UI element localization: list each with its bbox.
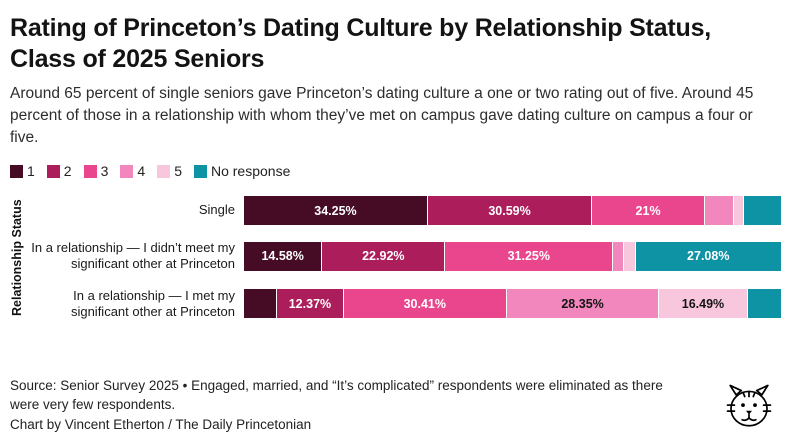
bar-track: 12.37% 30.41% 28.35% 16.49%	[244, 289, 781, 319]
bar-segment-rating-3: 21%	[592, 196, 705, 225]
footer: Source: Senior Survey 2025 • Engaged, ma…	[10, 377, 781, 435]
bar-segment-rating-2: 22.92%	[322, 241, 446, 271]
segment-value-label: 31.25%	[507, 249, 550, 264]
bar-row: In a relationship — I met my significant…	[26, 288, 781, 321]
footer-text: Source: Senior Survey 2025 • Engaged, ma…	[10, 377, 678, 435]
category-label: In a relationship — I didn’t meet my sig…	[31, 240, 235, 272]
legend-item-no-response: No response	[193, 163, 291, 179]
tiger-mascot-icon	[726, 384, 772, 427]
legend-item-5: 5	[157, 163, 182, 179]
legend-item-1: 1	[10, 163, 35, 179]
bar-row: In a relationship — I didn’t meet my sig…	[26, 240, 781, 273]
legend-swatch-icon	[157, 164, 171, 178]
segment-value-label: 14.58%	[261, 249, 304, 264]
category-label: Single	[198, 202, 235, 218]
bar-track: 34.25% 30.59% 21%	[244, 196, 781, 225]
bar-segment-rating-1: 34.25%	[244, 196, 428, 225]
bar-segment-rating-4: 28.35%	[506, 289, 660, 319]
chart-subtitle: Around 65 percent of single seniors gave…	[10, 85, 754, 146]
legend-swatch-icon	[193, 164, 207, 178]
legend-swatch-icon	[120, 164, 134, 178]
segment-value-label: 34.25%	[314, 203, 357, 218]
bar-segment-rating-5	[624, 241, 636, 271]
segment-value-label: 12.37%	[288, 296, 332, 311]
y-axis-label: Relationship Status	[10, 199, 24, 317]
segment-value-label: 21%	[635, 203, 661, 218]
legend-item-4: 4	[120, 163, 145, 179]
legend-item-3: 3	[83, 163, 109, 179]
legend-swatch-icon	[83, 164, 97, 178]
bar-segment-rating-no-response	[747, 289, 781, 319]
legend-label: 2	[63, 163, 72, 179]
bar-segment-rating-5: 16.49%	[659, 289, 748, 319]
bar-segment-rating-3: 31.25%	[445, 241, 614, 271]
legend-label: No response	[210, 163, 291, 179]
bar-segment-rating-3: 30.41%	[343, 289, 507, 319]
bar-segment-rating-1: 14.58%	[244, 241, 323, 271]
legend-swatch-icon	[10, 164, 23, 178]
chart-title: Rating of Princeton’s Dating Culture by …	[10, 14, 712, 73]
bar-segment-rating-2: 12.37%	[277, 289, 344, 319]
segment-value-label: 30.41%	[403, 296, 446, 311]
bar-segment-rating-5	[734, 196, 745, 225]
segment-value-label: 16.49%	[681, 296, 725, 311]
source-text: Source: Senior Survey 2025 • Engaged, ma…	[10, 378, 663, 413]
segment-value-label: 30.59%	[488, 203, 531, 218]
chart-area: Relationship Status Single 34.25% 30.59% 21…	[10, 196, 781, 320]
legend-item-2: 2	[46, 163, 72, 179]
bar-segment-rating-4	[704, 196, 735, 225]
legend-label: 1	[27, 163, 35, 179]
legend-label: 5	[174, 163, 182, 179]
bar-track: 14.58% 22.92% 31.25% 27.08%	[244, 241, 781, 271]
segment-value-label: 22.92%	[362, 249, 405, 264]
bar-segment-rating-4	[613, 241, 625, 271]
bar-segment-rating-1	[244, 289, 278, 319]
bar-rows: Single 34.25% 30.59% 21% In a relationship —…	[26, 196, 781, 320]
category-label: In a relationship — I met my significant…	[70, 287, 235, 319]
credit-text: Chart by Vincent Etherton / The Daily Pr…	[10, 417, 312, 433]
legend-label: 3	[100, 163, 109, 179]
bar-segment-rating-2: 30.59%	[427, 196, 593, 225]
legend-swatch-icon	[46, 164, 60, 178]
segment-value-label: 27.08%	[687, 249, 730, 264]
bar-segment-rating-no-response: 27.08%	[635, 241, 781, 271]
legend-label: 4	[137, 163, 146, 179]
bar-segment-rating-no-response	[744, 196, 781, 225]
legend: 1 2 3 4 5 No response	[10, 163, 781, 179]
tiger-logo	[723, 382, 775, 435]
bar-row: Single 34.25% 30.59% 21%	[26, 196, 781, 225]
segment-value-label: 28.35%	[561, 296, 604, 311]
